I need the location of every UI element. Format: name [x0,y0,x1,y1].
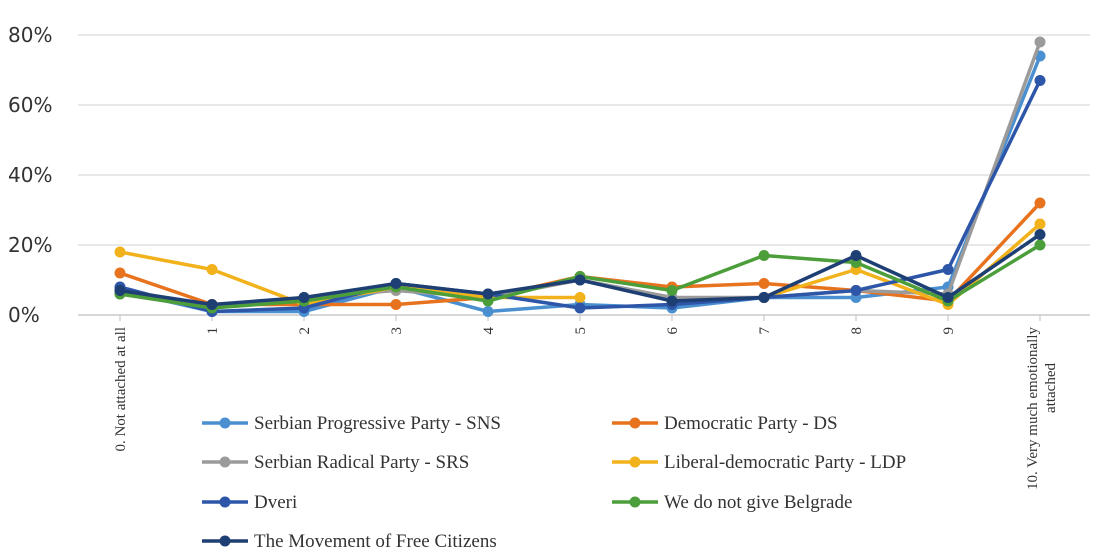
legend-label: Dveri [254,492,297,513]
data-point [942,292,954,303]
data-point [114,285,126,296]
data-point [1034,36,1046,48]
data-point [758,250,770,261]
legend-label: Democratic Party - DS [664,413,838,434]
x-tick-label-group: 9 [941,327,957,335]
x-tick-label-group: 8 [849,327,865,335]
data-point [114,246,126,258]
x-tick-label-group: 6 [665,327,681,335]
x-axis: 0. Not attached at all 1 2 3 4 5 6 7 8 9 10. Very … [113,315,1059,490]
data-point [206,299,218,310]
x-tick-label-group: 3 [389,327,405,335]
y-tick-label: 60% [8,93,52,117]
x-tick-label-group: 1 [205,327,221,335]
x-tick-label-line2: attached [1043,363,1059,413]
legend-item: Serbian Radical Party - SRS [202,452,469,473]
x-tick-label: 8 [849,327,865,335]
x-tick-label-group: 10. Very much emotionally attached [1025,327,1059,491]
x-tick-label: 6 [665,327,681,335]
x-tick-label: 2 [297,327,313,335]
x-tick-label: 4 [481,327,497,335]
x-tick-label-group: 0. Not attached at all [113,327,129,452]
series-line [119,201,1042,307]
x-tick-label: 9 [941,327,957,335]
y-tick-label: 20% [8,233,52,257]
data-point [574,302,586,314]
x-tick-label-group: 4 [481,327,497,335]
data-point [666,295,678,307]
x-tick-label: 3 [389,327,405,335]
y-tick-label: 80% [8,23,52,47]
x-tick-label-group: 7 [757,327,773,335]
data-point [942,264,954,275]
legend-swatch-marker [629,496,641,508]
x-tick-label-group: 2 [297,327,313,335]
legend-label: The Movement of Free Citizens [254,531,497,552]
data-point [574,292,586,303]
x-tick-label: 7 [757,327,773,335]
legend-item: We do not give Belgrade [612,492,852,513]
series-6 [114,229,1046,310]
data-point [482,288,494,300]
y-tick-label: 40% [8,163,52,187]
legend-item: The Movement of Free Citizens [202,531,497,552]
data-point [482,306,494,317]
data-point [758,278,770,289]
gridlines [78,34,1090,316]
legend-swatch-marker [219,456,231,468]
legend-label: Serbian Radical Party - SRS [254,452,469,473]
data-point [206,264,218,275]
x-tick-label: 5 [573,327,589,335]
data-point [850,285,862,296]
legend-swatch-marker [629,456,641,468]
data-point [1034,197,1046,209]
legend: Serbian Progressive Party - SNS Democrati… [202,413,906,552]
data-point [1034,229,1046,240]
y-axis: 0% 20% 40% 60% 80% [8,23,52,327]
data-point [114,267,126,279]
data-point [666,285,678,296]
data-point [574,274,586,286]
legend-item: Serbian Progressive Party - SNS [202,413,501,434]
x-tick-label: 10. Very much emotionally [1025,327,1041,491]
legend-swatch-marker [219,535,231,547]
x-tick-label: 0. Not attached at all [113,327,129,452]
data-point [1034,239,1046,251]
y-tick-label: 0% [8,303,40,327]
legend-swatch-marker [629,417,641,429]
data-point [1034,218,1046,230]
data-point [850,250,862,261]
series-group [114,36,1046,317]
legend-swatch-marker [219,496,231,508]
legend-label: Liberal-democratic Party - LDP [664,452,906,473]
legend-item: Dveri [202,492,297,513]
data-point [298,292,310,303]
legend-swatch-marker [219,417,231,429]
data-point [1034,75,1046,86]
x-tick-label: 1 [205,327,221,335]
data-point [758,292,770,303]
x-tick-label-group: 5 [573,327,589,335]
legend-item: Liberal-democratic Party - LDP [612,452,906,473]
legend-label: Serbian Progressive Party - SNS [254,413,501,434]
legend-item: Democratic Party - DS [612,413,838,434]
legend-label: We do not give Belgrade [664,492,852,513]
data-point [390,278,402,289]
data-point [390,299,402,310]
